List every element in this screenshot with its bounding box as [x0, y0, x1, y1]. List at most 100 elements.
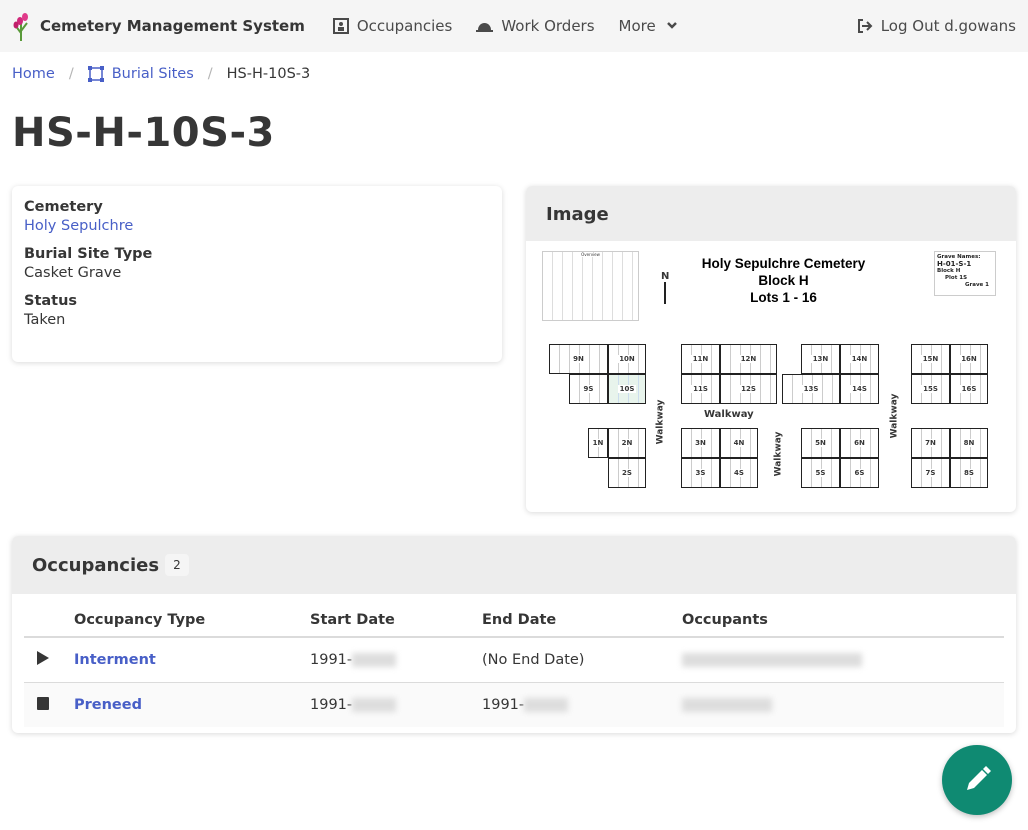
occupancies-header: Occupancies 2 — [12, 536, 1016, 594]
lot-8n: 8N — [950, 428, 988, 458]
lot-label: 7N — [923, 439, 938, 447]
block-map: Overview N Holy Sepulchre Cemetery Block… — [526, 241, 1016, 511]
lot-label: 11N — [690, 355, 711, 363]
lot-label: 13S — [801, 385, 821, 393]
lot-label: 2N — [619, 439, 635, 447]
occupancies-heading: Occupancies — [32, 554, 160, 576]
occupancy-type-link[interactable]: Interment — [74, 652, 156, 668]
lot-label: 9N — [571, 355, 586, 363]
lot-label: 6N — [852, 439, 867, 447]
lot-1n: 1N — [588, 428, 608, 458]
nav-more-dropdown[interactable]: More — [619, 17, 686, 35]
lot-8s: 8S — [950, 458, 988, 488]
legend-line: Grave 1 — [965, 282, 989, 288]
lot-label: 10S — [617, 385, 637, 393]
column-header: Start Date — [310, 594, 482, 638]
map-title-line: Lots 1 - 16 — [750, 290, 817, 305]
lot-3s: 3S — [681, 458, 720, 488]
legend-line: Grave Names: — [937, 254, 981, 260]
nav-work-orders-label: Work Orders — [501, 17, 595, 35]
nav-more-label: More — [618, 17, 656, 35]
lot-4s: 4S — [720, 458, 758, 488]
lot-label: 10N — [617, 355, 637, 363]
lot-16n: 16N — [950, 344, 988, 374]
breadcrumb-current: HS-H-10S-3 — [226, 66, 311, 82]
end-date: (No End Date) — [482, 637, 682, 683]
lot-label: 13N — [810, 355, 831, 363]
lot-label: 7S — [923, 469, 938, 477]
occupancies-count-badge: 2 — [165, 554, 189, 576]
brand[interactable]: Cemetery Management System — [12, 11, 305, 41]
status-label: Status — [24, 293, 78, 309]
lot-label: 12N — [738, 355, 759, 363]
cemetery-label: Cemetery — [24, 199, 103, 215]
lot-label: 3S — [693, 469, 708, 477]
map-title-line: Block H — [758, 273, 809, 288]
breadcrumb-burial-sites[interactable]: Burial Sites — [87, 66, 194, 82]
legend-line: H-01-S-1 — [937, 260, 972, 268]
lot-label: 8N — [961, 439, 977, 447]
lot-label: 11S — [691, 385, 710, 393]
details-card: Cemetery Holy Sepulchre Burial Site Type… — [12, 186, 502, 362]
walkway-label: Walkway — [773, 431, 784, 477]
table-row: Preneed 1991- 1991- — [24, 682, 1004, 727]
walkway-label: Walkway — [889, 393, 900, 439]
lot-6n: 6N — [840, 428, 879, 458]
image-heading: Image — [526, 186, 1016, 241]
lot-11s: 11S — [681, 374, 720, 404]
nav-occupancies-label: Occupancies — [356, 17, 453, 35]
occupancy-type-link[interactable]: Preneed — [74, 697, 142, 713]
overview-label: Overview — [581, 252, 600, 257]
lot-label: 2S — [620, 469, 634, 477]
lot-5n: 5N — [801, 428, 840, 458]
overview-thumbnail: Overview — [542, 251, 639, 321]
lot-6s: 6S — [840, 458, 879, 488]
lot-label: 5N — [813, 439, 828, 447]
breadcrumb-home[interactable]: Home — [12, 66, 55, 82]
lot-9s: 9S — [569, 374, 608, 404]
start-date: 1991- — [310, 697, 353, 713]
start-date: 1991- — [310, 652, 353, 668]
lot-15s: 15S — [911, 374, 950, 404]
logout-label: Log Out d.gowans — [880, 17, 1016, 35]
play-icon — [37, 651, 49, 665]
lot-label: 9S — [581, 385, 596, 393]
lot-label: 5S — [813, 469, 828, 477]
lot-12s: 12S — [720, 374, 777, 404]
breadcrumb-separator: / — [207, 66, 213, 82]
lot-label: 12S — [739, 385, 758, 393]
legend-line: Plot 1S — [945, 275, 968, 281]
table-row: Interment 1991- (No End Date) — [24, 637, 1004, 683]
map-title: Holy Sepulchre Cemetery Block H Lots 1 -… — [676, 255, 891, 306]
walkway-label: Walkway — [704, 409, 754, 420]
nav-occupancies[interactable]: Occupancies — [332, 17, 453, 35]
status-value: Taken — [24, 312, 66, 328]
lot-label: 14N — [849, 355, 870, 363]
breadcrumb-burial-sites-label: Burial Sites — [111, 66, 194, 82]
map-image[interactable]: Overview N Holy Sepulchre Cemetery Block… — [526, 241, 1016, 512]
brand-title: Cemetery Management System — [40, 17, 305, 35]
redacted-occupants — [682, 698, 772, 712]
nav-work-orders[interactable]: Work Orders — [476, 17, 595, 35]
column-header: End Date — [482, 594, 682, 638]
redacted-date — [352, 653, 397, 667]
lot-13s: 13S — [782, 374, 840, 404]
chevron-down-icon — [666, 22, 677, 29]
lot-label: 3N — [693, 439, 708, 447]
column-header: Occupancy Type — [74, 594, 310, 638]
cemetery-link[interactable]: Holy Sepulchre — [24, 218, 134, 234]
lot-2s: 2S — [608, 458, 646, 488]
image-card: Image Overview N Holy Sepulchre Cemetery… — [526, 186, 1016, 512]
lot-label: 4N — [731, 439, 747, 447]
lot-7n: 7N — [911, 428, 950, 458]
lot-9n: 9N — [549, 344, 608, 374]
page-title: HS-H-10S-3 — [12, 110, 275, 156]
lot-15n: 15N — [911, 344, 950, 374]
lot-16s: 16S — [950, 374, 988, 404]
lot-label: 16N — [959, 355, 979, 363]
redacted-date — [524, 698, 569, 712]
walkway-label: Walkway — [655, 399, 666, 445]
edit-button[interactable] — [942, 745, 1012, 815]
logout-button[interactable]: Log Out d.gowans — [857, 17, 1016, 35]
lot-label: 6S — [852, 469, 867, 477]
